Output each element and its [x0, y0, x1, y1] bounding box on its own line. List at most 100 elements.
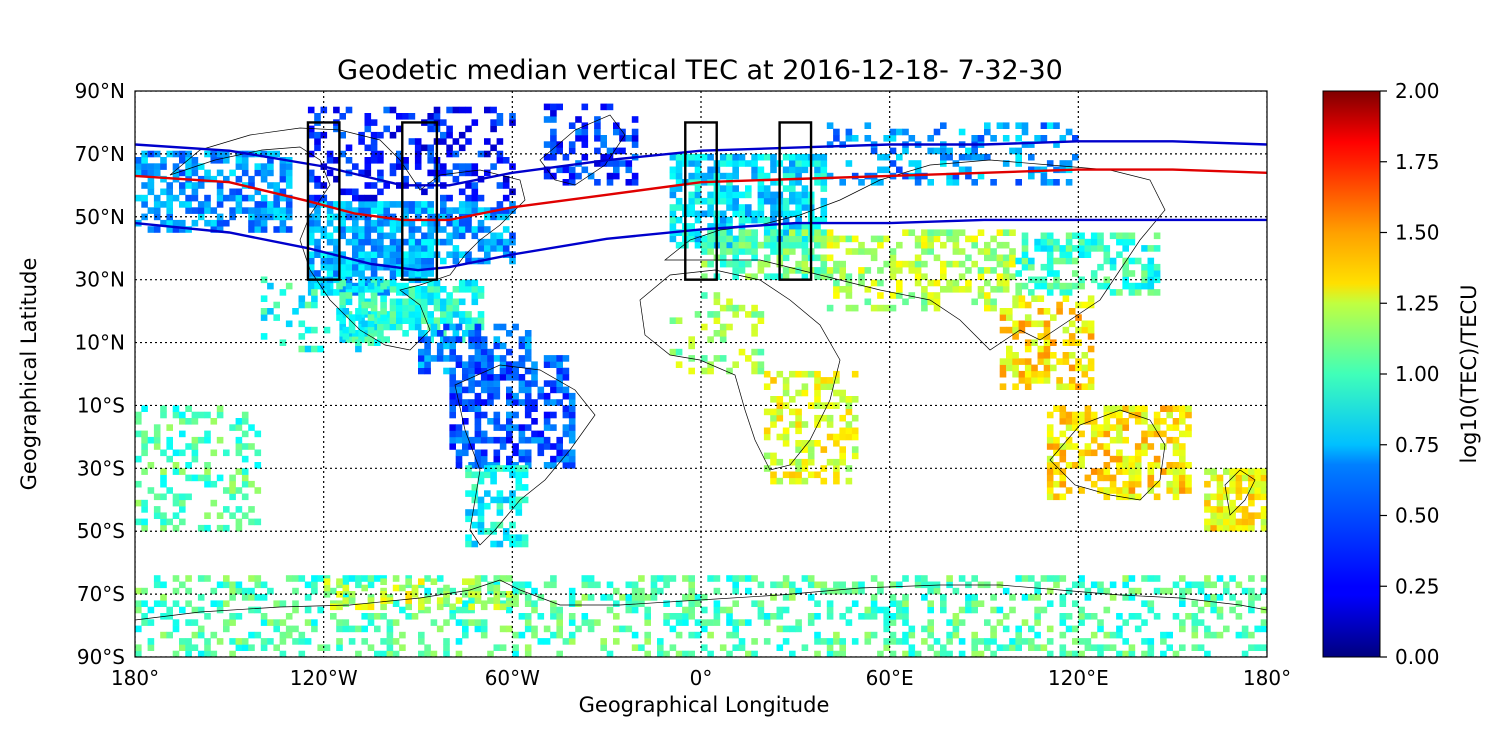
tec-cell — [1260, 468, 1267, 475]
tec-cell — [568, 613, 576, 620]
tec-cell — [471, 286, 479, 293]
tec-cell — [506, 399, 513, 406]
tec-cell — [745, 191, 752, 199]
tec-cell — [1166, 405, 1173, 412]
tec-cell — [1116, 631, 1123, 639]
tec-cell — [499, 644, 507, 651]
tec-cell — [625, 135, 633, 142]
tec-cell — [399, 631, 406, 639]
tec-cell — [311, 587, 318, 595]
tec-cell — [1053, 257, 1060, 265]
tec-cell — [452, 251, 460, 258]
tec-cell — [248, 194, 255, 202]
tec-cell — [210, 499, 218, 507]
tec-cell — [543, 424, 551, 431]
tec-cell — [229, 594, 236, 601]
tec-cell — [216, 581, 224, 589]
tec-cell — [1028, 594, 1035, 601]
tec-cell — [436, 625, 444, 633]
tec-cell — [638, 594, 645, 601]
tec-cell — [1021, 232, 1029, 240]
tec-cell — [241, 587, 249, 595]
tec-cell — [414, 263, 422, 271]
tec-cell — [484, 490, 491, 497]
tec-cell — [179, 226, 186, 233]
tec-cell — [694, 197, 702, 205]
tec-cell — [427, 270, 434, 277]
tec-cell — [153, 493, 161, 501]
tec-cell — [1053, 179, 1060, 186]
tec-cell — [732, 235, 739, 243]
tec-cell — [1097, 282, 1104, 290]
tec-cell — [1141, 436, 1148, 444]
tec-cell — [364, 169, 372, 177]
tec-cell — [858, 241, 865, 249]
tec-cell — [1090, 276, 1098, 284]
tec-cell — [518, 399, 526, 406]
tec-cell — [738, 229, 746, 236]
tec-cell — [927, 147, 934, 155]
tec-cell — [216, 606, 224, 614]
tec-cell — [1197, 587, 1205, 595]
tec-cell — [1053, 443, 1060, 450]
tec-cell — [1204, 480, 1211, 488]
tec-cell — [707, 336, 714, 343]
tec-cell — [518, 374, 526, 381]
tec-cell — [455, 361, 463, 368]
tec-cell — [826, 273, 834, 280]
tec-cell — [1128, 455, 1136, 463]
tec-cell — [326, 238, 334, 246]
tec-cell — [440, 311, 447, 318]
tec-cell — [763, 619, 771, 626]
tec-cell — [502, 157, 510, 164]
tec-cell — [1153, 232, 1161, 240]
tec-cell — [1229, 474, 1236, 482]
tec-cell — [688, 613, 695, 620]
tec-cell — [713, 311, 721, 318]
tec-cell — [468, 342, 475, 350]
tec-cell — [383, 232, 390, 240]
tec-cell — [1147, 430, 1155, 438]
tec-cell — [1050, 364, 1057, 372]
tec-cell — [333, 201, 340, 208]
tec-cell — [1065, 625, 1073, 633]
tec-cell — [279, 631, 287, 639]
tec-cell — [452, 226, 460, 233]
tec-cell — [320, 131, 328, 139]
tec-cell — [688, 172, 695, 180]
tec-cell — [524, 424, 532, 431]
tec-cell — [436, 355, 444, 362]
tec-cell — [471, 471, 479, 479]
tec-cell — [814, 160, 821, 167]
tec-cell — [807, 440, 815, 447]
tec-cell — [757, 367, 765, 375]
tec-cell — [160, 405, 167, 412]
tec-cell — [858, 248, 865, 255]
tec-cell — [307, 282, 315, 290]
tec-cell — [896, 613, 903, 620]
tec-cell — [663, 619, 670, 626]
tec-cell — [1046, 638, 1054, 645]
tec-cell — [958, 619, 966, 626]
tec-cell — [172, 194, 180, 202]
tec-cell — [543, 462, 551, 469]
tec-cell — [458, 131, 466, 139]
tec-cell — [197, 182, 205, 189]
tec-cell — [719, 304, 727, 312]
tec-cell — [550, 116, 557, 123]
tec-cell — [304, 619, 312, 626]
tec-cell — [732, 273, 739, 280]
tec-cell — [1134, 289, 1142, 296]
tec-cell — [719, 223, 727, 230]
tec-cell — [179, 449, 186, 457]
tec-cell — [160, 163, 167, 170]
tec-cell — [326, 157, 334, 164]
tec-cell — [480, 603, 488, 611]
tec-cell — [1031, 339, 1038, 346]
tec-cell — [487, 436, 494, 444]
tec-cell — [462, 436, 469, 444]
tec-cell — [414, 157, 422, 164]
tec-cell — [556, 166, 563, 174]
tec-cell — [352, 188, 359, 196]
tec-cell — [414, 163, 422, 170]
